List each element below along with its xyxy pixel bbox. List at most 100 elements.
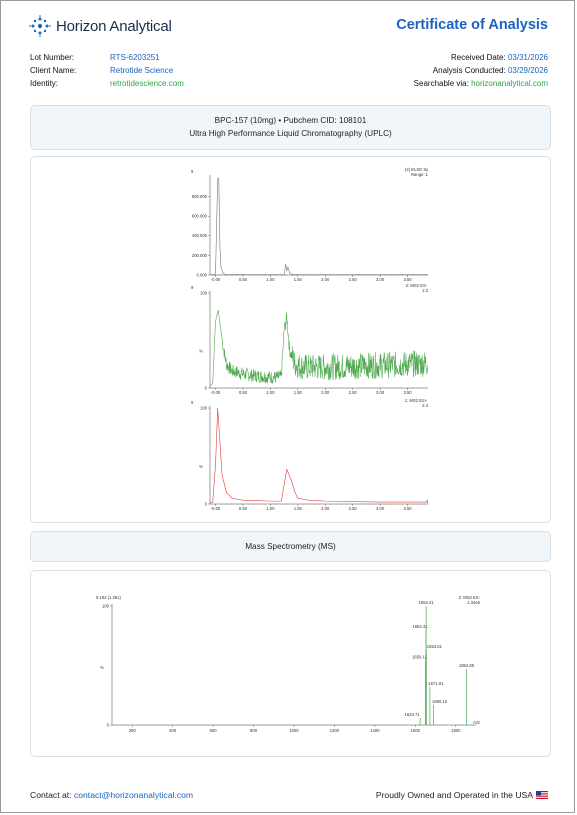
y-tick-label: 200.000	[192, 253, 208, 258]
chart-title: (2) ELSD Signal	[405, 167, 428, 172]
chart-corner-label: 9	[191, 400, 194, 405]
elsd-signal-chart: 9-0.000.501.001.502.002.503.003.504.000.…	[191, 167, 428, 282]
x-tick-label: 1.50	[294, 506, 303, 511]
peak-label: 1654.51	[427, 644, 443, 649]
x-tick-label: 1600	[411, 728, 421, 733]
lot-number-value: RTS-6203251	[110, 53, 160, 62]
x-tick-label: -0.00	[211, 506, 221, 511]
series-trace	[210, 177, 428, 276]
x-tick-label: 1800	[451, 728, 461, 733]
y-tick-label: 100	[200, 405, 208, 410]
peak-label: 1652.41	[412, 624, 428, 629]
uplc-chromatogram: 9-0.000.501.001.502.002.503.003.504.000.…	[191, 167, 428, 511]
spectrum-corner-label: 9.193 (1.351)	[96, 595, 122, 600]
searchable-row: Searchable via: horizonanalytical.com	[414, 77, 548, 90]
analysis-conducted-value: 03/29/2026	[507, 66, 548, 75]
x-tick-label: -0.00	[211, 277, 221, 282]
y-tick-label: 0	[205, 501, 208, 506]
ms-section-title: Mass Spectrometry (MS)	[245, 542, 336, 551]
y-axis-label: %	[199, 349, 203, 354]
received-date-row: Received Date: 03/31/2026	[414, 51, 548, 64]
footer-origin: Proudly Owned and Operated in the USA	[376, 790, 548, 800]
document-title: Certificate of Analysis	[396, 17, 548, 33]
x-tick-label: 1.00	[266, 277, 275, 282]
x-tick-label: 1.50	[294, 390, 303, 395]
peak-label: 1623.71	[405, 712, 421, 717]
x-tick-label: 400	[169, 728, 177, 733]
x-tick-label: -0.00	[211, 390, 221, 395]
x-tick-label: 1.00	[266, 390, 275, 395]
made-in-usa-text: Proudly Owned and Operated in the USA	[375, 790, 533, 800]
horizon-logo-icon	[29, 15, 51, 37]
x-tick-label: 2.50	[349, 277, 358, 282]
contact-email-link[interactable]: contact@horizonanalytical.com	[73, 790, 194, 800]
method-line: Ultra High Performance Liquid Chromatogr…	[189, 129, 392, 138]
y-tick-label: 100	[102, 604, 110, 609]
x-tick-label: 3.00	[376, 506, 385, 511]
x-tick-label: 200	[129, 728, 137, 733]
ms2-es-minus-spectrum: 9.193 (1.351) 2: MS2 ES-1.34e6 0 100% 200 400…	[96, 595, 481, 733]
chart-subtitle: 2.34e7	[422, 288, 428, 293]
identity-link[interactable]: retrotidescience.com	[110, 79, 184, 88]
compound-line: BPC-157 (10mg) • Pubchem CID: 108101	[214, 116, 367, 125]
identity-row: Identity: retrotidescience.com	[30, 77, 184, 90]
client-name-value: Retrotide Science	[110, 66, 174, 75]
searchable-link[interactable]: horizonanalytical.com	[471, 79, 548, 88]
chart-corner-label: 9	[191, 285, 194, 290]
x-tick-label: 0.50	[239, 390, 248, 395]
x-tick-label: 800	[250, 728, 258, 733]
x-tick-label: 2.00	[321, 390, 330, 395]
y-tick-label: 400.000	[192, 233, 208, 238]
x-tick-label: 0.50	[239, 277, 248, 282]
header: Horizon Analytical Certificate of Analys…	[29, 13, 548, 43]
y-tick-label: 0	[107, 723, 110, 728]
spectrum-title: 2: MS2 ES-	[459, 595, 481, 600]
analysis-conducted-row: Analysis Conducted: 03/29/2026	[414, 64, 548, 77]
analysis-conducted-label: Analysis Conducted:	[432, 66, 506, 75]
contact-label: Contact at:	[30, 790, 72, 800]
x-tick-label: 1.00	[266, 506, 275, 511]
x-tick-label: 3.50	[403, 390, 412, 395]
chart-corner-label: 9	[191, 169, 194, 174]
x-tick-label: 1400	[370, 728, 380, 733]
y-tick-label: 100	[200, 290, 208, 295]
x-tick-label: 2.00	[321, 506, 330, 511]
x-tick-label: 3.00	[376, 390, 385, 395]
x-tick-label: 1200	[330, 728, 340, 733]
y-tick-label: 800.000	[192, 194, 208, 199]
y-tick-label: 0.000	[197, 272, 208, 277]
x-tick-label: 2.50	[349, 506, 358, 511]
series-trace	[209, 310, 428, 387]
peak-label: 1653.31	[419, 600, 435, 605]
client-name-label: Client Name:	[30, 66, 77, 75]
peak-label: 1690.12	[432, 699, 448, 704]
client-name-row: Client Name: Retrotide Science	[30, 64, 184, 77]
peak-label: 1671.91	[428, 681, 444, 686]
x-axis-label: Time	[426, 499, 428, 504]
y-axis-label: %	[100, 665, 104, 670]
usa-flag-icon	[536, 791, 548, 799]
x-tick-label: 2.50	[349, 390, 358, 395]
series-trace	[209, 407, 428, 504]
company-name: Horizon Analytical	[56, 17, 172, 35]
ms2-es-plus-tic-chart: 9-0.000.501.001.502.002.503.003.504.0001…	[191, 398, 428, 511]
received-date-label: Received Date:	[451, 53, 506, 62]
x-tick-label: 2.00	[321, 277, 330, 282]
lot-number-label: Lot Number:	[30, 53, 75, 62]
x-tick-label: 0.50	[239, 506, 248, 511]
chart-title: 1: MS2 ES+ TIC	[405, 398, 428, 403]
peak-label: 1650.11	[412, 655, 427, 660]
chart-title: 2: MS2 ES- TIC	[406, 283, 428, 288]
meta-left: Lot Number: RTS-6203251 Client Name: Retro…	[30, 51, 184, 90]
ms-title-box: Mass Spectrometry (MS)	[30, 531, 551, 562]
received-date-value: 03/31/2026	[507, 53, 548, 62]
meta-right: Received Date: 03/31/2026 Analysis Condu…	[414, 51, 548, 90]
footer-contact: Contact at: contact@horizonanalytical.co…	[30, 790, 193, 800]
x-tick-label: 1000	[289, 728, 299, 733]
y-tick-label: 0	[205, 385, 208, 390]
compound-info-box: BPC-157 (10mg) • Pubchem CID: 108101 Ult…	[30, 105, 551, 150]
y-axis-label: %	[199, 464, 203, 469]
uplc-chromatogram-box: 9-0.000.501.001.502.002.503.003.504.000.…	[30, 156, 551, 523]
searchable-label: Searchable via:	[413, 79, 469, 88]
